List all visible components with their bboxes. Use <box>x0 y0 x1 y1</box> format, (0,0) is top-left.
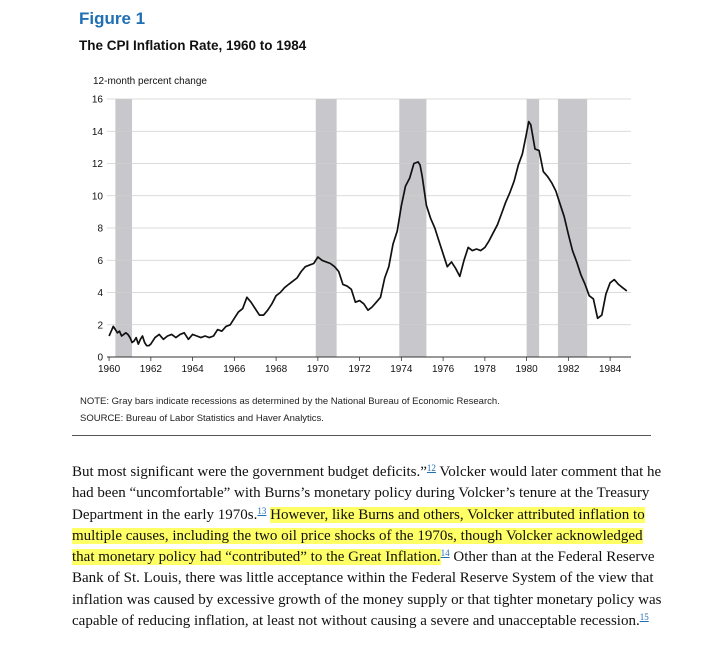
y-tick-label: 2 <box>97 320 103 331</box>
y-axis-label: 12-month percent change <box>93 76 207 87</box>
cpi-inflation-chart: 0 2 4 6 8 10 12 14 16 1960 1962 1964 1966 1968 1970 19… <box>92 76 631 375</box>
footnote-link-15[interactable]: 15 <box>639 612 649 623</box>
y-tick-label: 12 <box>92 159 104 170</box>
x-tick-label: 1972 <box>348 364 371 375</box>
x-tick-label: 1982 <box>557 364 580 375</box>
x-tick-label: 1962 <box>140 364 163 375</box>
y-tick-label: 14 <box>92 127 104 138</box>
y-tick-label: 4 <box>97 288 103 299</box>
figure-label: Figure 1 <box>79 9 146 28</box>
body-text-1: But most significant were the government… <box>72 464 427 480</box>
y-tick-label: 16 <box>92 95 104 106</box>
figure-title: The CPI Inflation Rate, 1960 to 1984 <box>79 38 307 53</box>
footnote-link-12[interactable]: 12 <box>426 463 436 473</box>
body-paragraph: But most significant were the government… <box>72 462 662 632</box>
y-tick-label: 10 <box>92 191 104 202</box>
figure-source: SOURCE: Bureau of Labor Statistics and H… <box>80 413 324 424</box>
x-tick-label: 1964 <box>181 364 204 375</box>
x-tick-label: 1970 <box>307 364 330 375</box>
x-tick-label: 1960 <box>98 364 121 375</box>
y-tick-label: 8 <box>97 224 103 235</box>
x-tick-label: 1984 <box>599 364 622 375</box>
x-tick-label: 1974 <box>390 364 413 375</box>
divider <box>72 435 651 436</box>
cpi-inflation-line <box>108 120 628 347</box>
x-tick-label: 1968 <box>265 364 288 375</box>
figure-note: NOTE: Gray bars indicate recessions as d… <box>80 396 500 407</box>
body-text-2: Volcker would later comment that he had … <box>72 464 662 523</box>
y-tick-label: 0 <box>97 353 103 364</box>
y-tick-label: 6 <box>97 256 103 267</box>
x-tick-label: 1976 <box>432 364 455 375</box>
body-text-4: Other than at the Federal Reserve Bank o… <box>72 549 662 630</box>
x-tick-label: 1980 <box>515 364 538 375</box>
x-tick-label: 1966 <box>223 364 246 375</box>
x-tick-label: 1978 <box>474 364 497 375</box>
footnote-link-14[interactable]: 14 <box>440 548 450 559</box>
footnote-link-13[interactable]: 13 <box>257 505 267 516</box>
